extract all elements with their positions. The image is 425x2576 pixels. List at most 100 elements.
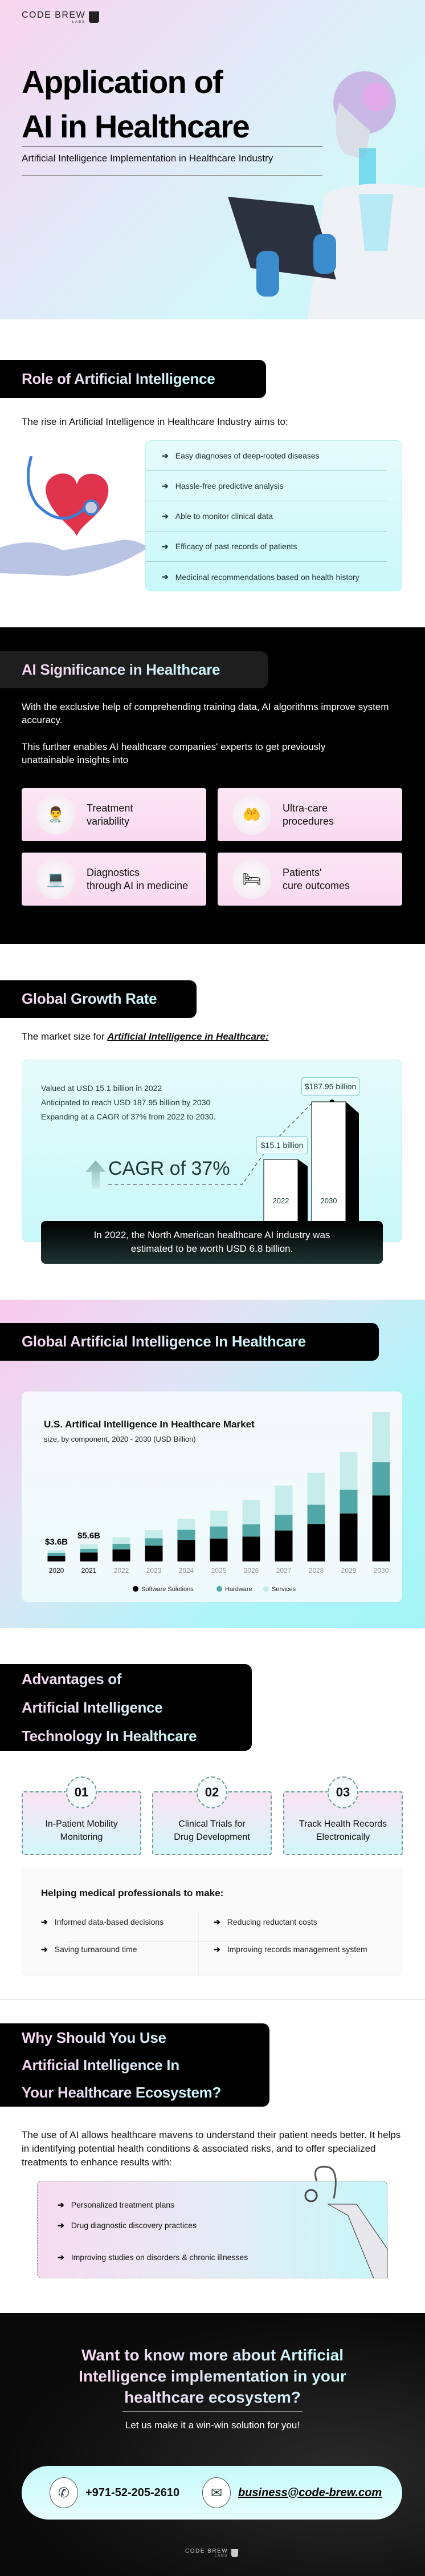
x-tick-label: 2022 bbox=[114, 1567, 129, 1575]
mail-icon: ✉ bbox=[202, 2477, 231, 2508]
coffee-cup-icon bbox=[231, 2549, 239, 2557]
x-tick-label: 2023 bbox=[146, 1567, 162, 1575]
divider bbox=[68, 1941, 353, 1942]
email-link[interactable]: business@code-brew.com bbox=[238, 2486, 382, 2499]
list-item-text: Easy diagnoses of deep-rooted diseases bbox=[175, 451, 320, 460]
data-label: $3.6B bbox=[45, 1537, 68, 1547]
robot-hand-heart-illustration bbox=[0, 456, 148, 576]
x-tick-label: 2030 bbox=[374, 1567, 389, 1575]
arrow-right-icon: ➔ bbox=[162, 451, 169, 460]
x-tick-label: 2027 bbox=[276, 1567, 292, 1575]
bar-year-label: 2030 bbox=[320, 1196, 337, 1205]
brand-sub: LABS bbox=[214, 2554, 228, 2558]
helping-title: Helping medical professionals to make: bbox=[41, 1888, 224, 1898]
card-label: Clinical Trials for Drug Development bbox=[174, 1819, 250, 1842]
arrow-right-icon: ➔ bbox=[214, 1945, 220, 1954]
section-title: Global Artificial Intelligence In Health… bbox=[22, 1333, 306, 1350]
title-line: Advantages of bbox=[22, 1670, 122, 1687]
insight-card: 💻 Diagnostics through AI in medicine bbox=[22, 853, 206, 906]
x-tick-label: 2029 bbox=[341, 1567, 357, 1575]
insight-card: 👨‍⚕️ Treatment variability bbox=[22, 788, 206, 841]
stacked-bar-chart: 2020 $3.6B 2021 $5.6B 2022 2023 2024 2025 2026 20… bbox=[45, 1412, 390, 1593]
section-title: Role of Artificial Intelligence bbox=[22, 370, 215, 387]
list-item-text: Efficacy of past records of patients bbox=[175, 542, 297, 551]
item-text: Informed data-based decisions bbox=[54, 1917, 164, 1926]
significance-section: AI Significance in Healthcare With the e… bbox=[0, 627, 425, 944]
legend-label: Software Solutions bbox=[141, 1586, 194, 1593]
arrow-right-icon: ➔ bbox=[162, 511, 169, 521]
bar-segment-hardware bbox=[210, 1526, 228, 1539]
bar-segment-software-solutions bbox=[80, 1552, 98, 1561]
arrow-right-icon: ➔ bbox=[58, 2253, 64, 2262]
list-item: ➔ Personalized treatment plans bbox=[58, 2200, 174, 2210]
page-subtitle: Artificial Intelligence Implementation i… bbox=[22, 153, 273, 164]
bar-segment-software-solutions bbox=[177, 1540, 195, 1561]
helping-box: Helping medical professionals to make: bbox=[22, 1869, 402, 1976]
bar-segment-software-solutions bbox=[372, 1495, 390, 1561]
bar-segment-services bbox=[372, 1412, 390, 1463]
list-item: ➔ Efficacy of past records of patients bbox=[146, 532, 387, 562]
title-line: Technology In Healthcare bbox=[22, 1727, 197, 1745]
hero-section: CODE BREW LABS Application of AI in Health… bbox=[0, 0, 425, 319]
role-list: ➔ Easy diagnoses of deep-rooted diseases … bbox=[145, 440, 402, 591]
x-tick-label: 2025 bbox=[211, 1567, 227, 1575]
bar-segment-services bbox=[177, 1518, 195, 1530]
title-line: Artificial Intelligence In bbox=[22, 2056, 179, 2074]
section-title: AI Significance in Healthcare bbox=[22, 660, 220, 678]
legend-label: Services bbox=[272, 1586, 296, 1593]
item-text: Drug diagnostic discovery practices bbox=[71, 2221, 197, 2230]
cta-subtitle: Let us make it a win-win solution for yo… bbox=[125, 2420, 300, 2431]
growth-intro: The market size for Artificial Intellige… bbox=[22, 1031, 269, 1042]
chart-title: U.S. Artifical Intelligence In Healthcar… bbox=[44, 1419, 255, 1430]
arrow-right-icon: ➔ bbox=[162, 481, 169, 490]
why-paragraph: The use of AI allows healthcare mavens t… bbox=[22, 2129, 401, 2168]
bar-segment-services bbox=[80, 1544, 98, 1549]
item-text: Improving records management system bbox=[227, 1945, 367, 1954]
list-item: ➔ Drug diagnostic discovery practices bbox=[58, 2221, 197, 2230]
intro-emphasis: Artificial Intelligence in Healthcare: bbox=[107, 1031, 269, 1042]
helping-item: ➔ Informed data-based decisions bbox=[41, 1917, 164, 1927]
chart-subtitle: size, by component, 2020 - 2030 (USD Bil… bbox=[44, 1435, 196, 1443]
growth-title-bar: Global Growth Rate bbox=[0, 980, 197, 1018]
divider bbox=[122, 2411, 303, 2412]
doctor-icon: 👨‍⚕️ bbox=[36, 794, 75, 835]
bar-segment-services bbox=[210, 1510, 228, 1527]
bar-year-label: 2022 bbox=[272, 1196, 289, 1205]
divider bbox=[22, 146, 322, 147]
fact: Expanding at a CAGR of 37% from 2022 to … bbox=[41, 1112, 216, 1121]
bar-segment-hardware bbox=[275, 1515, 293, 1531]
phone-contact[interactable]: ✆ +971-52-205-2610 bbox=[50, 2477, 179, 2508]
title-line-2: AI in Healthcare bbox=[22, 108, 250, 144]
item-text: Reducing reductant costs bbox=[227, 1917, 317, 1926]
cta-title: Want to know more about Artificial Intel… bbox=[63, 2344, 362, 2408]
bar-segment-services bbox=[242, 1499, 260, 1524]
bar-segment-services bbox=[112, 1537, 130, 1544]
list-item: ➔ Able to monitor clinical data bbox=[146, 501, 387, 532]
bar-shadow bbox=[346, 1102, 359, 1223]
list-item: ➔ Medicinal recommendations based on heal… bbox=[146, 562, 387, 592]
phone-number[interactable]: +971-52-205-2610 bbox=[85, 2486, 180, 2499]
role-title-bar: Role of Artificial Intelligence bbox=[0, 360, 266, 398]
why-list-box: ➔ Personalized treatment plans ➔ Drug diag… bbox=[37, 2165, 388, 2278]
fact: Anticipated to reach USD 187.95 billion … bbox=[41, 1098, 211, 1107]
bar-segment-hardware bbox=[47, 1552, 66, 1556]
page-title: Application of AI in Healthcare bbox=[22, 60, 250, 149]
brand-name: CODE BREW bbox=[22, 10, 86, 20]
email-contact[interactable]: ✉ business@code-brew.com bbox=[202, 2477, 382, 2508]
list-item: ➔ Improving studies on disorders & chroni… bbox=[58, 2253, 248, 2262]
bar-segment-hardware bbox=[80, 1548, 98, 1553]
brand-sub: LABS bbox=[72, 21, 86, 24]
bar-segment-software-solutions bbox=[275, 1530, 293, 1561]
legend-swatch bbox=[263, 1586, 269, 1592]
bar-segment-hardware bbox=[145, 1538, 163, 1546]
advantages-title-bar: Advantages of Artificial Intelligence Tech… bbox=[0, 1664, 252, 1751]
bar-segment-hardware bbox=[340, 1490, 358, 1514]
item-text: Personalized treatment plans bbox=[71, 2200, 175, 2209]
bar-segment-hardware bbox=[307, 1504, 325, 1524]
helping-item: ➔ Reducing reductant costs bbox=[214, 1917, 317, 1927]
bar-segment-software-solutions bbox=[307, 1524, 325, 1561]
patient-care-icon: 🛏 bbox=[232, 859, 271, 899]
helping-item: ➔ Saving turnaround time bbox=[41, 1945, 137, 1954]
data-label: $5.6B bbox=[77, 1531, 100, 1541]
chart-card: U.S. Artifical Intelligence In Healthcar… bbox=[22, 1392, 402, 1602]
